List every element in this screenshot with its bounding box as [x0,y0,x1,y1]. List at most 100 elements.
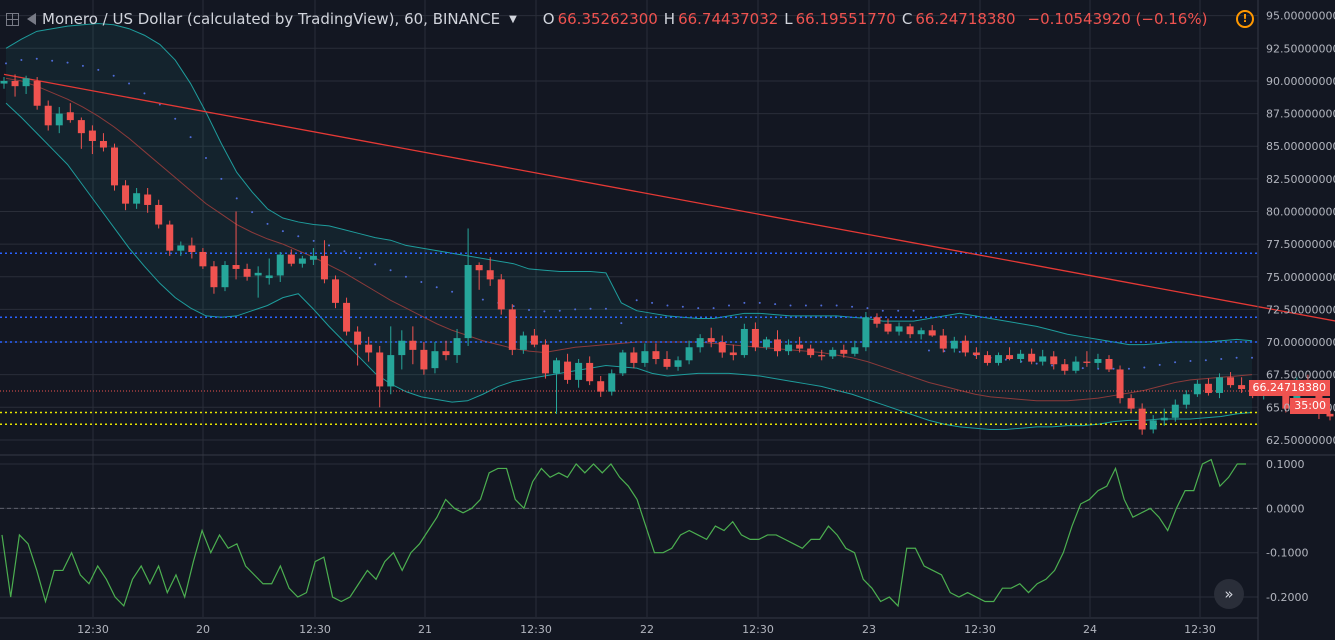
close-value: 66.24718380 [915,10,1016,28]
candle-body [1171,404,1179,418]
sar-dot [1035,362,1038,365]
sar-dot [589,307,592,310]
candle-body [354,331,362,345]
candle-body [718,342,726,353]
candle-body [387,355,395,387]
high-value: 66.74437032 [678,10,779,28]
candle-body [1061,364,1069,371]
candle-body [818,355,826,357]
crosshair-box-icon[interactable] [6,12,19,26]
candle-body [1182,394,1190,405]
oscillator-line [1,458,1246,608]
candle-body [1193,383,1201,395]
sar-dot [266,222,269,225]
sar-dot [727,304,730,307]
candle-body [1127,398,1135,409]
sar-dot [420,280,423,283]
candle-body [553,360,560,374]
x-tick-label: 12:30 [964,623,996,636]
price-pane [0,22,1335,435]
sar-dot [1158,363,1161,366]
candle-body [166,224,174,251]
sar-dot [851,305,854,308]
warning-icon[interactable]: ! [1236,10,1254,28]
y-tick-label: 92.50000000 [1266,42,1335,55]
sar-dot [927,349,930,352]
low-label: L [784,10,793,28]
candle-body [0,80,8,84]
candle-body [221,265,229,288]
bollinger-upper [5,22,1253,346]
sar-dot [897,309,900,312]
sar-dot [835,304,838,307]
candle-body [530,335,538,345]
candle-body [619,352,627,374]
sar-dot [866,307,869,310]
candle-body [1083,361,1091,363]
candle-body [895,326,903,332]
candle-body [928,330,936,336]
y-tick-label: 72.50000000 [1266,303,1335,316]
osc-y-tick-label: -0.2000 [1266,591,1308,604]
candle-body [674,360,682,367]
candle-body [420,349,428,370]
open-value: 66.35262300 [557,10,658,28]
candle-body [508,309,516,350]
candle-body [376,352,384,387]
candle-body [740,328,748,356]
sar-dot [81,64,84,67]
candle-body [939,335,947,349]
sar-dot [389,269,392,272]
symbol-title[interactable]: Monero / US Dollar (calculated by Tradin… [42,10,501,28]
sar-dot [312,239,315,242]
sar-dot [328,244,331,247]
candle-body [55,113,63,126]
candle-body [33,80,41,106]
y-tick-label: 95.00000000 [1266,10,1335,23]
sar-dot [820,304,823,307]
candle-body [475,265,483,271]
osc-y-tick-label: 0.1000 [1266,458,1305,471]
candle-body [541,344,549,374]
bollinger-middle [5,77,1253,402]
candle-body [519,335,527,350]
candle-body [497,279,505,310]
sar-dot [374,263,377,266]
sar-dot [712,307,715,310]
candle-body [696,338,704,348]
candle-body [862,317,870,348]
double-chevron-right-icon[interactable]: » [1214,579,1244,609]
sar-dot [1174,361,1177,364]
sar-dot [66,61,69,64]
sar-dot [697,307,700,310]
sar-dot [512,305,515,308]
y-tick-label: 70.00000000 [1266,336,1335,349]
sar-dot [574,308,577,311]
x-tick-label: 23 [862,623,876,636]
candle-body [1116,369,1124,399]
sar-dot [958,350,961,353]
candle-body [983,355,991,363]
sar-dot [743,301,746,304]
chevron-down-icon[interactable]: ▼ [509,13,517,25]
y-tick-label: 82.50000000 [1266,173,1335,186]
candle-body [1227,377,1235,386]
sar-dot [35,57,38,60]
x-tick-label: 20 [196,623,210,636]
candle-body [1326,413,1334,417]
candle-body [188,245,196,252]
candle-body [144,194,152,205]
sar-dot [604,307,607,310]
flag-icon[interactable] [27,13,36,25]
sar-dot [1081,367,1084,370]
candle-body [453,338,461,356]
sar-dot [543,310,546,313]
candle-body [663,359,671,367]
x-tick-label: 12:30 [299,623,331,636]
sar-dot [189,136,192,139]
sar-dot [5,62,7,65]
candle-body [409,340,417,350]
y-tick-label: 67.50000000 [1266,369,1335,382]
candle-body [917,330,925,335]
